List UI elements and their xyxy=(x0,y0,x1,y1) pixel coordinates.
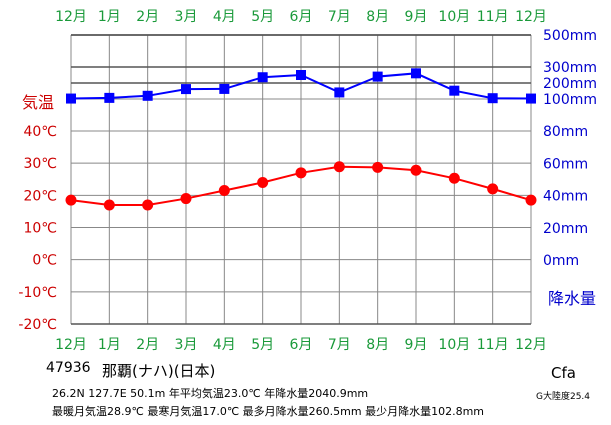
temperature-tick-label: 20℃ xyxy=(23,188,57,204)
climate-code: Cfa xyxy=(551,364,576,382)
month-label-top: 8月 xyxy=(366,9,389,25)
month-label-bottom: 11月 xyxy=(477,337,509,353)
month-label-top: 9月 xyxy=(405,9,428,25)
chart-grid xyxy=(70,34,532,325)
temperature-tick-label: 30℃ xyxy=(23,156,57,172)
precipitation-point xyxy=(334,87,345,98)
precipitation-point xyxy=(449,85,460,96)
month-label-top: 12月 xyxy=(515,9,547,25)
temperature-point xyxy=(103,199,115,211)
temperature-tick-label: 0℃ xyxy=(32,253,57,269)
month-label-bottom: 10月 xyxy=(438,337,470,353)
temperature-point xyxy=(257,176,269,188)
temperature-point xyxy=(372,161,384,173)
precipitation-point xyxy=(411,68,421,79)
top-month-labels: 12月 1月 2月 3月 4月 5月 6月 7月 8月 9月 10月 11月 12月 xyxy=(55,9,547,25)
month-label-top: 10月 xyxy=(438,9,470,25)
precipitation-tick-label: 60mm xyxy=(543,156,588,172)
temperature-tick-label: 40℃ xyxy=(23,124,57,140)
precipitation-point xyxy=(66,93,76,104)
station-info-line2: 最暖月気温28.9℃ 最寒月気温17.0℃ 最多月降水量260.5mm 最少月降… xyxy=(52,405,485,418)
month-label-bottom: 6月 xyxy=(290,337,313,353)
temperature-tick-label: 10℃ xyxy=(23,221,57,237)
precipitation-point xyxy=(372,71,383,82)
month-label-bottom: 4月 xyxy=(213,337,236,353)
temperature-point xyxy=(295,167,307,179)
month-label-top: 6月 xyxy=(290,9,313,25)
precipitation-point xyxy=(257,72,268,83)
month-label-bottom: 12月 xyxy=(515,337,547,353)
temperature-point xyxy=(65,194,77,206)
month-label-top: 2月 xyxy=(136,9,159,25)
precipitation-tick-label: 0mm xyxy=(543,253,579,269)
continentality-index: G大陸度25.4 xyxy=(536,392,591,402)
precipitation-point xyxy=(296,70,306,80)
station-info-line1: 26.2N 127.7E 50.1m 年平均気温23.0℃ 年降水量2040.9… xyxy=(52,387,369,400)
bottom-month-labels: 12月 1月 2月 3月 4月 5月 6月 7月 8月 9月 10月 11月 12月 xyxy=(55,337,547,353)
temperature-axis-title: 気温 xyxy=(22,93,54,112)
temperature-point xyxy=(142,199,154,211)
precipitation-tick-label: 500mm xyxy=(543,28,597,44)
month-label-top: 11月 xyxy=(477,9,509,25)
temperature-point xyxy=(487,183,499,195)
temperature-tick-label: -10℃ xyxy=(18,285,57,301)
month-label-top: 5月 xyxy=(251,9,274,25)
month-label-bottom: 9月 xyxy=(405,337,428,353)
temperature-point xyxy=(333,161,345,173)
station-id: 47936 xyxy=(46,360,91,376)
month-label-bottom: 5月 xyxy=(251,337,274,353)
temperature-point xyxy=(525,194,537,206)
month-label-bottom: 3月 xyxy=(175,337,198,353)
month-label-top: 7月 xyxy=(328,9,351,25)
precipitation-point xyxy=(142,90,153,101)
temperature-tick-label: -20℃ xyxy=(18,317,57,333)
month-label-bottom: 2月 xyxy=(136,337,159,353)
precipitation-point xyxy=(526,93,536,104)
precipitation-point xyxy=(219,83,230,94)
month-label-bottom: 8月 xyxy=(366,337,389,353)
temperature-point xyxy=(218,185,230,197)
month-label-bottom: 12月 xyxy=(55,337,87,353)
precipitation-tick-label: 40mm xyxy=(543,189,588,205)
temperature-point xyxy=(410,164,422,176)
temperature-point xyxy=(448,172,460,184)
precipitation-tick-label: 200mm xyxy=(543,76,597,92)
precipitation-series xyxy=(66,68,536,104)
precipitation-point xyxy=(181,84,191,95)
precipitation-tick-label: 20mm xyxy=(543,221,588,237)
month-label-bottom: 1月 xyxy=(98,337,121,353)
temperature-series xyxy=(65,161,537,211)
temperature-point xyxy=(180,193,192,205)
month-label-top: 1月 xyxy=(98,9,121,25)
month-label-top: 12月 xyxy=(55,9,87,25)
precipitation-point xyxy=(104,92,115,103)
temperature-axis-ticks: 40℃ 30℃ 20℃ 10℃ 0℃ -10℃ -20℃ xyxy=(18,124,57,333)
precipitation-tick-label: 80mm xyxy=(543,124,588,140)
precipitation-axis-title: 降水量 xyxy=(548,289,596,308)
month-label-bottom: 7月 xyxy=(328,337,351,353)
precipitation-tick-label: 300mm xyxy=(543,60,597,76)
station-name: 那覇(ナハ)(日本) xyxy=(102,362,216,380)
month-label-top: 4月 xyxy=(213,9,236,25)
precipitation-point xyxy=(487,93,498,104)
month-label-top: 3月 xyxy=(175,9,198,25)
precipitation-tick-label: 100mm xyxy=(543,92,597,108)
